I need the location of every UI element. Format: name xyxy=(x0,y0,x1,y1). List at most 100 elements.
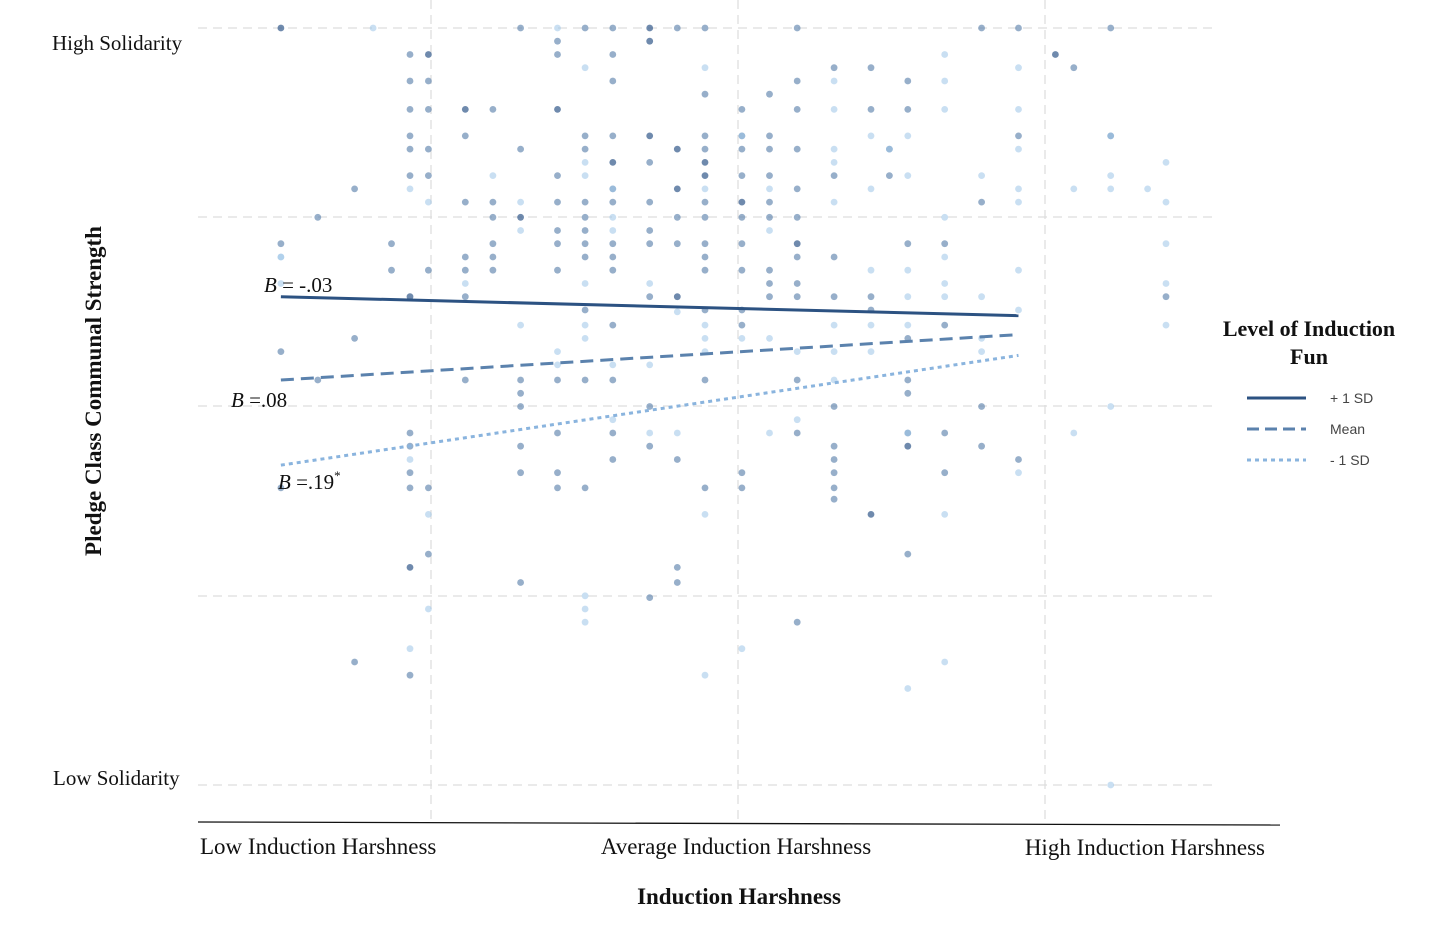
scatter-point xyxy=(406,469,414,477)
scatter-point xyxy=(609,456,617,463)
scatter-point xyxy=(904,106,912,113)
scatter-point xyxy=(406,456,414,463)
scatter-point xyxy=(581,605,589,613)
scatter-point xyxy=(1015,306,1022,314)
scatter-point xyxy=(554,198,561,206)
scatter-point xyxy=(425,266,432,274)
scatter-point xyxy=(425,484,432,492)
scatter-point xyxy=(406,564,414,571)
scatter-point xyxy=(793,293,801,301)
scatter-point xyxy=(738,266,746,274)
scatter-point xyxy=(941,240,949,248)
scatter-point xyxy=(738,132,746,140)
scatter-point xyxy=(766,132,773,140)
scatter-point xyxy=(701,253,709,261)
scatter-point xyxy=(1107,781,1115,789)
scatter-point xyxy=(867,132,875,140)
scatter-point xyxy=(793,145,801,153)
scatter-point xyxy=(766,185,773,193)
scatter-point xyxy=(406,293,414,301)
scatter-point xyxy=(793,348,801,355)
scatter-point xyxy=(425,77,432,85)
scatter-point xyxy=(941,293,949,301)
scatter-point xyxy=(830,484,838,492)
scatter-point xyxy=(793,253,801,261)
scatter-point xyxy=(554,240,561,248)
scatter-point xyxy=(646,293,654,301)
scatter-point xyxy=(609,253,617,261)
scatter-point xyxy=(830,159,838,166)
scatter-point xyxy=(701,240,709,248)
scatter-point xyxy=(701,484,709,492)
scatter-point xyxy=(581,172,589,180)
scatter-point xyxy=(406,484,414,492)
scatter-point xyxy=(941,429,949,437)
legend-label-minus-sd: - 1 SD xyxy=(1330,452,1370,468)
scatter-point xyxy=(738,106,746,113)
scatter-point xyxy=(517,389,524,397)
scatter-point xyxy=(517,403,524,410)
scatter-point xyxy=(646,240,654,248)
scatter-point xyxy=(277,253,285,261)
scatter-point xyxy=(581,592,589,600)
scatter-point xyxy=(701,671,709,679)
scatter-point xyxy=(554,106,561,113)
scatter-point xyxy=(277,24,285,32)
scatter-point xyxy=(1015,106,1022,113)
scatter-point xyxy=(941,253,949,261)
scatter-point xyxy=(609,159,617,166)
x-axis-line xyxy=(197,821,1281,826)
scatter-point xyxy=(1107,24,1115,32)
scatter-point xyxy=(830,495,838,503)
scatter-point xyxy=(609,376,617,384)
scatter-point xyxy=(830,77,838,85)
y-tick-label-low: Low Solidarity xyxy=(53,766,180,790)
scatter-point xyxy=(609,321,617,329)
scatter-point xyxy=(904,442,912,450)
scatter-point xyxy=(277,280,285,287)
scatter-point xyxy=(277,348,285,355)
scatter-point xyxy=(978,24,985,32)
grid-lines xyxy=(198,0,1212,820)
scatter-point xyxy=(766,172,773,180)
scatter-point xyxy=(941,658,949,666)
scatter-point xyxy=(1015,266,1022,274)
scatter-point xyxy=(461,280,469,287)
scatter-point xyxy=(978,403,985,410)
scatter-point xyxy=(738,172,746,180)
scatter-point xyxy=(867,106,875,113)
scatter-point xyxy=(793,77,801,85)
scatter-point xyxy=(489,240,497,248)
scatter-point xyxy=(766,293,773,301)
regression-line-mean xyxy=(280,333,1019,382)
scatter-point xyxy=(830,145,838,153)
scatter-point xyxy=(517,321,524,329)
scatter-point xyxy=(646,442,654,450)
scatter-point xyxy=(489,106,497,113)
scatter-point xyxy=(461,106,469,113)
scatter-point xyxy=(1107,132,1115,140)
scatter-point xyxy=(673,213,681,221)
scatter-point xyxy=(554,361,561,369)
scatter-point xyxy=(793,106,801,113)
scatter-point xyxy=(1162,159,1170,166)
scatter-point xyxy=(461,293,469,301)
scatter-point xyxy=(886,145,893,153)
scatter-point xyxy=(554,348,561,355)
scatter-point xyxy=(489,253,497,261)
scatter-point xyxy=(701,159,709,166)
scatter-point xyxy=(830,469,838,477)
scatter-point xyxy=(886,172,893,180)
scatter-point xyxy=(904,685,912,692)
scatter-point xyxy=(867,64,875,72)
scatter-point xyxy=(701,185,709,193)
scatter-point xyxy=(1070,429,1078,437)
scatter-point xyxy=(554,376,561,384)
scatter-point xyxy=(830,442,838,450)
annotation-mean: B =.08 xyxy=(231,388,287,412)
scatter-point xyxy=(941,106,949,113)
scatter-point xyxy=(793,240,801,248)
scatter-point xyxy=(1162,280,1170,287)
scatter-point xyxy=(1107,172,1115,180)
